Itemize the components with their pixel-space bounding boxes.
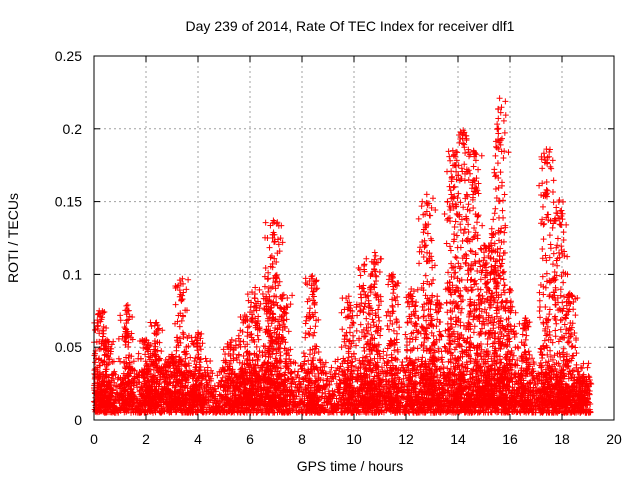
data-point xyxy=(352,355,359,362)
data-point xyxy=(277,365,284,372)
data-point xyxy=(293,393,300,400)
data-point xyxy=(203,409,210,416)
data-point xyxy=(115,355,122,362)
data-point xyxy=(322,359,329,366)
data-point xyxy=(207,358,214,365)
data-point xyxy=(218,378,225,385)
data-point xyxy=(301,358,308,365)
data-point xyxy=(309,370,316,377)
data-point xyxy=(517,409,524,416)
data-point xyxy=(311,373,318,380)
data-points xyxy=(91,95,595,416)
data-point xyxy=(323,370,330,377)
data-point xyxy=(136,379,143,386)
data-point xyxy=(167,368,174,375)
data-point xyxy=(333,395,340,402)
data-point xyxy=(514,357,521,364)
data-point xyxy=(160,405,167,412)
data-point xyxy=(320,377,327,384)
data-point xyxy=(321,363,328,370)
data-point xyxy=(214,372,221,379)
data-point xyxy=(296,380,303,387)
data-point xyxy=(327,368,334,375)
data-point xyxy=(290,406,297,413)
data-point xyxy=(209,370,216,377)
data-point xyxy=(255,381,262,388)
data-point xyxy=(335,404,342,411)
data-point xyxy=(334,356,341,363)
data-point xyxy=(288,369,295,376)
data-point xyxy=(217,400,224,407)
data-point xyxy=(111,368,118,375)
data-point xyxy=(296,374,303,381)
data-point xyxy=(312,378,319,385)
data-point xyxy=(112,371,119,378)
data-point xyxy=(114,376,121,383)
data-point xyxy=(221,367,228,374)
data-point xyxy=(288,368,295,375)
data-point xyxy=(509,384,516,391)
data-point xyxy=(512,374,519,381)
data-point xyxy=(201,367,208,374)
data-point xyxy=(326,381,333,388)
data-point xyxy=(204,364,211,371)
data-point xyxy=(405,408,412,415)
data-point xyxy=(295,368,302,375)
data-point xyxy=(302,353,309,360)
data-point xyxy=(335,371,342,378)
data-point xyxy=(400,375,407,382)
data-point xyxy=(208,367,215,374)
data-point xyxy=(400,368,407,375)
data-point xyxy=(212,388,219,395)
data-point xyxy=(531,360,538,367)
data-point xyxy=(111,379,118,386)
data-point xyxy=(488,409,495,416)
data-point xyxy=(434,374,441,381)
data-point xyxy=(440,364,447,371)
data-point xyxy=(399,359,406,366)
data-point xyxy=(219,374,226,381)
data-point xyxy=(384,360,391,367)
data-point xyxy=(292,387,299,394)
grid-lines xyxy=(94,56,614,420)
data-point xyxy=(402,372,409,379)
data-point xyxy=(328,364,335,371)
data-point xyxy=(208,375,215,382)
